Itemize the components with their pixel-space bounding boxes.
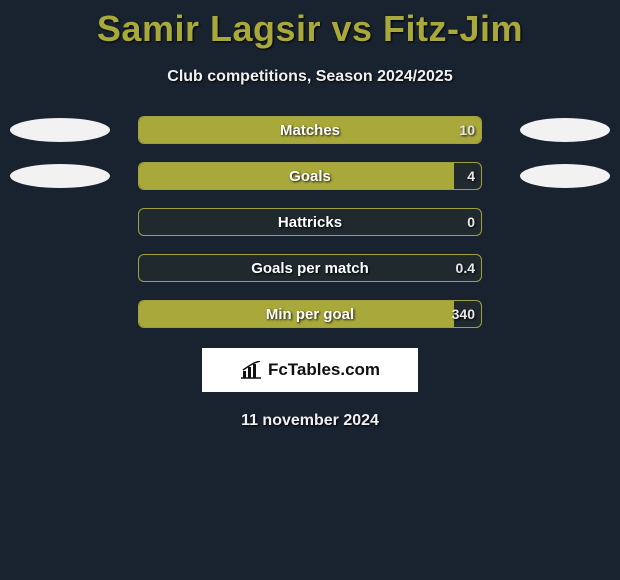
left-avatar-placeholder [10,118,110,142]
stat-bar-fill [139,163,454,189]
branding-text: FcTables.com [268,360,380,380]
stat-bar: Goals 4 [138,162,482,190]
branding-badge[interactable]: FcTables.com [202,348,418,392]
page-subtitle: Club competitions, Season 2024/2025 [0,68,620,86]
stat-row-goals: Goals 4 [0,162,620,190]
left-avatar-placeholder [10,164,110,188]
stat-bar-fill [139,301,454,327]
stat-value: 0.4 [456,255,475,281]
right-avatar-placeholder [520,118,610,142]
stat-row-min-per-goal: Min per goal 340 [0,300,620,328]
stat-label: Hattricks [139,209,481,235]
right-avatar-placeholder [520,164,610,188]
stat-bar: Hattricks 0 [138,208,482,236]
stat-bar: Matches 10 [138,116,482,144]
stat-value: 4 [467,163,475,189]
page-title: Samir Lagsir vs Fitz-Jim [0,0,620,50]
comparison-card: Samir Lagsir vs Fitz-Jim Club competitio… [0,0,620,580]
stat-row-goals-per-match: Goals per match 0.4 [0,254,620,282]
bar-chart-icon [240,361,262,379]
stat-bar: Min per goal 340 [138,300,482,328]
stat-bar-fill [139,117,481,143]
stat-label: Goals per match [139,255,481,281]
stat-bar: Goals per match 0.4 [138,254,482,282]
stat-value: 340 [452,301,475,327]
date-text: 11 november 2024 [0,412,620,430]
stat-row-hattricks: Hattricks 0 [0,208,620,236]
stat-value: 0 [467,209,475,235]
stat-row-matches: Matches 10 [0,116,620,144]
stats-area: Matches 10 Goals 4 Hattricks 0 [0,116,620,328]
